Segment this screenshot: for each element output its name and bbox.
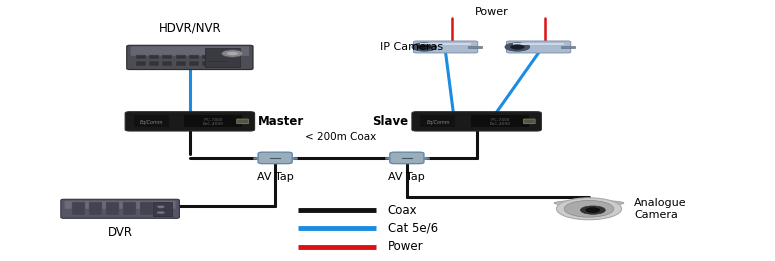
Bar (136, 55, 146, 59)
Text: EqlComm: EqlComm (140, 120, 164, 125)
Text: IPC-7400: IPC-7400 (204, 118, 223, 122)
Text: HDVR/NVR: HDVR/NVR (159, 22, 221, 35)
Circle shape (556, 198, 622, 220)
FancyBboxPatch shape (60, 199, 179, 218)
Circle shape (417, 45, 431, 49)
Bar (189, 61, 198, 66)
Circle shape (586, 208, 600, 212)
Text: Master: Master (258, 115, 305, 128)
Bar (175, 61, 186, 66)
Bar (420, 43, 470, 45)
FancyBboxPatch shape (390, 152, 424, 164)
Text: EqlComm: EqlComm (426, 120, 450, 125)
Text: AV Tap: AV Tap (257, 172, 294, 182)
Circle shape (510, 45, 524, 49)
Circle shape (564, 200, 614, 217)
Bar (385, 157, 395, 159)
Bar (149, 61, 160, 66)
Text: Analogue
Camera: Analogue Camera (634, 198, 687, 220)
Bar (153, 201, 172, 216)
Bar (513, 43, 564, 45)
FancyBboxPatch shape (65, 201, 175, 209)
Bar (149, 55, 160, 59)
Text: EoC-4000: EoC-4000 (490, 122, 511, 126)
Bar (468, 46, 482, 48)
Bar (71, 203, 85, 215)
Bar (215, 61, 225, 66)
Circle shape (157, 211, 164, 214)
Circle shape (157, 206, 164, 208)
Circle shape (412, 43, 437, 51)
Ellipse shape (554, 200, 624, 206)
Circle shape (222, 50, 243, 57)
Bar (418, 157, 429, 159)
FancyBboxPatch shape (125, 112, 254, 131)
Text: IP Cameras: IP Cameras (380, 42, 443, 52)
Circle shape (580, 206, 605, 214)
Text: Cat 5e/6: Cat 5e/6 (388, 222, 438, 235)
Bar (205, 48, 240, 67)
Text: Slave: Slave (372, 115, 408, 128)
Bar (470, 115, 529, 127)
Text: AV Tap: AV Tap (388, 172, 425, 182)
FancyBboxPatch shape (412, 112, 541, 131)
Bar (140, 203, 153, 215)
Bar (253, 157, 264, 159)
Circle shape (226, 51, 239, 56)
Bar (189, 55, 198, 59)
Circle shape (505, 43, 530, 51)
Bar (105, 203, 119, 215)
Bar (88, 203, 102, 215)
Bar (561, 46, 575, 48)
Bar (215, 55, 225, 59)
FancyBboxPatch shape (524, 119, 535, 124)
Bar (184, 115, 242, 127)
Bar (202, 61, 212, 66)
Bar (133, 115, 169, 127)
Text: DVR: DVR (108, 226, 133, 239)
Text: Coax: Coax (388, 204, 417, 217)
Text: Power: Power (475, 7, 509, 16)
Bar (175, 55, 186, 59)
Bar (162, 61, 172, 66)
Text: Power: Power (388, 240, 423, 253)
Text: < 200m Coax: < 200m Coax (305, 132, 377, 142)
FancyBboxPatch shape (130, 46, 250, 56)
FancyBboxPatch shape (507, 41, 570, 53)
Bar (287, 157, 297, 159)
FancyBboxPatch shape (237, 119, 248, 124)
Bar (209, 61, 229, 62)
Bar (162, 55, 172, 59)
Text: IPC-7400: IPC-7400 (491, 118, 510, 122)
Bar (420, 115, 456, 127)
Bar (202, 55, 212, 59)
Text: EoC-4000: EoC-4000 (203, 122, 224, 126)
FancyBboxPatch shape (126, 45, 253, 70)
Bar (136, 61, 146, 66)
FancyBboxPatch shape (414, 41, 477, 53)
FancyBboxPatch shape (258, 152, 292, 164)
Bar (122, 203, 136, 215)
